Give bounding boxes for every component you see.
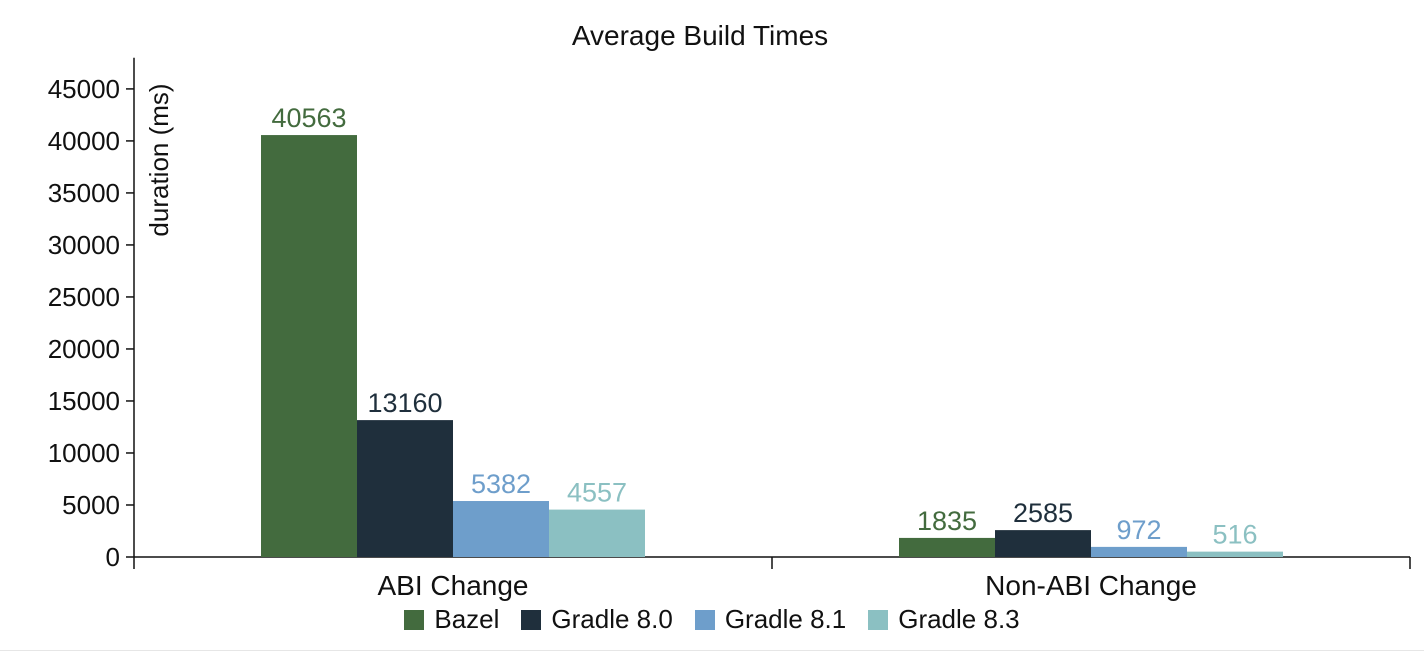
legend: Bazel Gradle 8.0 Gradle 8.1 Gradle 8.3 [0,604,1424,635]
legend-swatch-gradle-8-3 [868,609,889,630]
legend-item-gradle-8-1[interactable]: Gradle 8.1 [694,604,847,635]
x-tick-label: Non-ABI Change [985,570,1197,601]
y-tick-label: 45000 [48,74,120,104]
y-axis-label: duration (ms) [144,83,174,236]
y-tick-label: 25000 [48,282,120,312]
chart-title: Average Build Times [572,20,828,51]
legend-swatch-bazel [404,609,425,630]
x-tick-label: ABI Change [378,570,529,601]
y-tick-label: 40000 [48,126,120,156]
y-tick-label: 30000 [48,230,120,260]
bar [899,537,995,557]
bar [549,509,645,557]
legend-item-bazel[interactable]: Bazel [404,604,499,635]
y-tick-label: 15000 [48,386,120,416]
data-label: 2585 [1013,498,1073,528]
bar [453,501,549,557]
data-label: 1835 [917,506,977,536]
legend-label-gradle-8-0: Gradle 8.0 [551,604,673,634]
bar [1091,546,1187,557]
legend-swatch-gradle-8-1 [694,609,715,630]
data-label: 4557 [567,478,627,508]
bar [261,135,357,558]
bars: 40563 13160 5382 4557 1835 2585 972 516 [261,103,1283,558]
data-label: 40563 [271,103,346,133]
legend-label-gradle-8-3: Gradle 8.3 [898,604,1020,634]
axes: 0 5000 10000 15000 20000 25000 30000 35000 40000… [48,57,1411,601]
y-tick-label: 0 [106,542,120,572]
bottom-divider [0,650,1424,651]
y-tick-label: 35000 [48,178,120,208]
data-label: 972 [1116,515,1161,545]
y-tick-label: 5000 [62,490,120,520]
legend-label-gradle-8-1: Gradle 8.1 [724,604,847,634]
legend-swatch-gradle-8-0 [521,609,542,630]
bar [357,420,453,557]
data-label: 13160 [367,388,442,418]
legend-item-gradle-8-3[interactable]: Gradle 8.3 [868,604,1020,635]
y-tick-label: 20000 [48,334,120,364]
bar [1187,551,1283,557]
data-label: 5382 [471,469,531,499]
bar [995,530,1091,557]
y-tick-label: 10000 [48,438,120,468]
data-label: 516 [1212,520,1257,550]
legend-label-bazel: Bazel [434,604,500,634]
legend-item-gradle-8-0[interactable]: Gradle 8.0 [521,604,673,635]
